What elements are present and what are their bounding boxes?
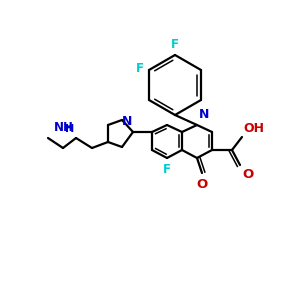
Text: OH: OH [243, 122, 264, 135]
Text: H: H [65, 124, 74, 134]
Text: NH: NH [54, 121, 74, 134]
Text: O: O [242, 168, 253, 181]
Text: F: F [136, 62, 144, 76]
Text: F: F [171, 38, 179, 51]
Text: N: N [199, 108, 209, 121]
Text: N: N [122, 115, 132, 128]
Text: F: F [163, 163, 171, 176]
Text: O: O [196, 178, 208, 191]
